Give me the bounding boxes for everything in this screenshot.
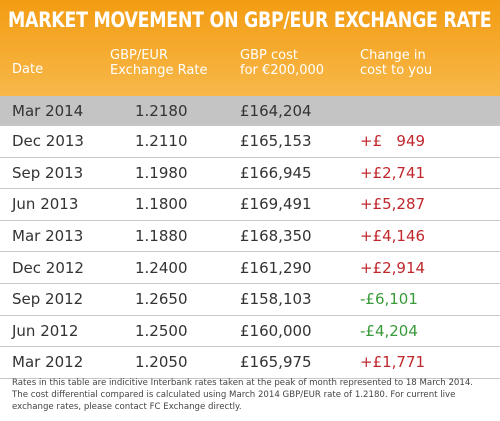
column-header: GBP cost for €200,000 xyxy=(240,48,325,78)
column-header: Date xyxy=(12,62,44,77)
date: Mar 2014 xyxy=(12,101,84,120)
table-row: Mar 2013 1.1880 £168,350 +£4,146 xyxy=(0,221,500,253)
table-body: Mar 2014 1.2180 £164,204 Dec 2013 1.2110 £165… xyxy=(0,96,500,379)
gbp-cost: £161,290 xyxy=(240,258,312,277)
exchange-rate: 1.2500 xyxy=(135,321,188,340)
table-row: Sep 2013 1.1980 £166,945 +£2,741 xyxy=(0,158,500,190)
table-row: Dec 2013 1.2110 £165,153 +£ 949 xyxy=(0,126,500,158)
date: Dec 2013 xyxy=(12,132,84,151)
table-row: Dec 2012 1.2400 £161,290 +£2,914 xyxy=(0,252,500,284)
gbp-cost: £164,204 xyxy=(240,101,312,120)
change: +£2,741 xyxy=(360,163,426,182)
change: +£2,914 xyxy=(360,258,426,277)
exchange-rate: 1.1980 xyxy=(135,163,188,182)
exchange-rate: 1.2050 xyxy=(135,353,188,372)
gbp-cost: £158,103 xyxy=(240,290,312,309)
gbp-cost: £165,975 xyxy=(240,353,312,372)
column-header: GBP/EUR Exchange Rate xyxy=(110,48,208,78)
exchange-rate: 1.2110 xyxy=(135,132,188,151)
table-row: Jun 2012 1.2500 £160,000 -£4,204 xyxy=(0,316,500,348)
date: Dec 2012 xyxy=(12,258,84,277)
exchange-rate: 1.2180 xyxy=(135,101,188,120)
gbp-cost: £166,945 xyxy=(240,163,312,182)
date: Jun 2012 xyxy=(12,321,79,340)
date: Sep 2013 xyxy=(12,163,84,182)
change: +£ 949 xyxy=(360,132,426,151)
gbp-cost: £165,153 xyxy=(240,132,312,151)
change: -£6,101 xyxy=(360,290,418,309)
date: Mar 2012 xyxy=(12,353,84,372)
exchange-rate: 1.1800 xyxy=(135,195,188,214)
table-row: Mar 2014 1.2180 £164,204 xyxy=(0,96,500,126)
header: MARKET MOVEMENT ON GBP/EUR EXCHANGE RATE… xyxy=(0,0,500,96)
date: Mar 2013 xyxy=(12,227,84,246)
title: MARKET MOVEMENT ON GBP/EUR EXCHANGE RATE xyxy=(8,8,492,32)
date: Sep 2012 xyxy=(12,290,84,309)
gbp-cost: £169,491 xyxy=(240,195,312,214)
table-row: Jun 2013 1.1800 £169,491 +£5,287 xyxy=(0,189,500,221)
change: -£4,204 xyxy=(360,321,418,340)
exchange-rate: 1.1880 xyxy=(135,227,188,246)
table-row: Sep 2012 1.2650 £158,103 -£6,101 xyxy=(0,284,500,316)
footnote: Rates in this table are indicitive Inter… xyxy=(12,378,474,412)
change: +£4,146 xyxy=(360,227,426,246)
table-row: Mar 2012 1.2050 £165,975 +£1,771 xyxy=(0,347,500,379)
change: +£5,287 xyxy=(360,195,426,214)
gbp-cost: £168,350 xyxy=(240,227,312,246)
gbp-cost: £160,000 xyxy=(240,321,312,340)
change: +£1,771 xyxy=(360,353,426,372)
exchange-rate: 1.2650 xyxy=(135,290,188,309)
column-header: Change in cost to you xyxy=(360,48,433,78)
exchange-rate: 1.2400 xyxy=(135,258,188,277)
date: Jun 2013 xyxy=(12,195,79,214)
